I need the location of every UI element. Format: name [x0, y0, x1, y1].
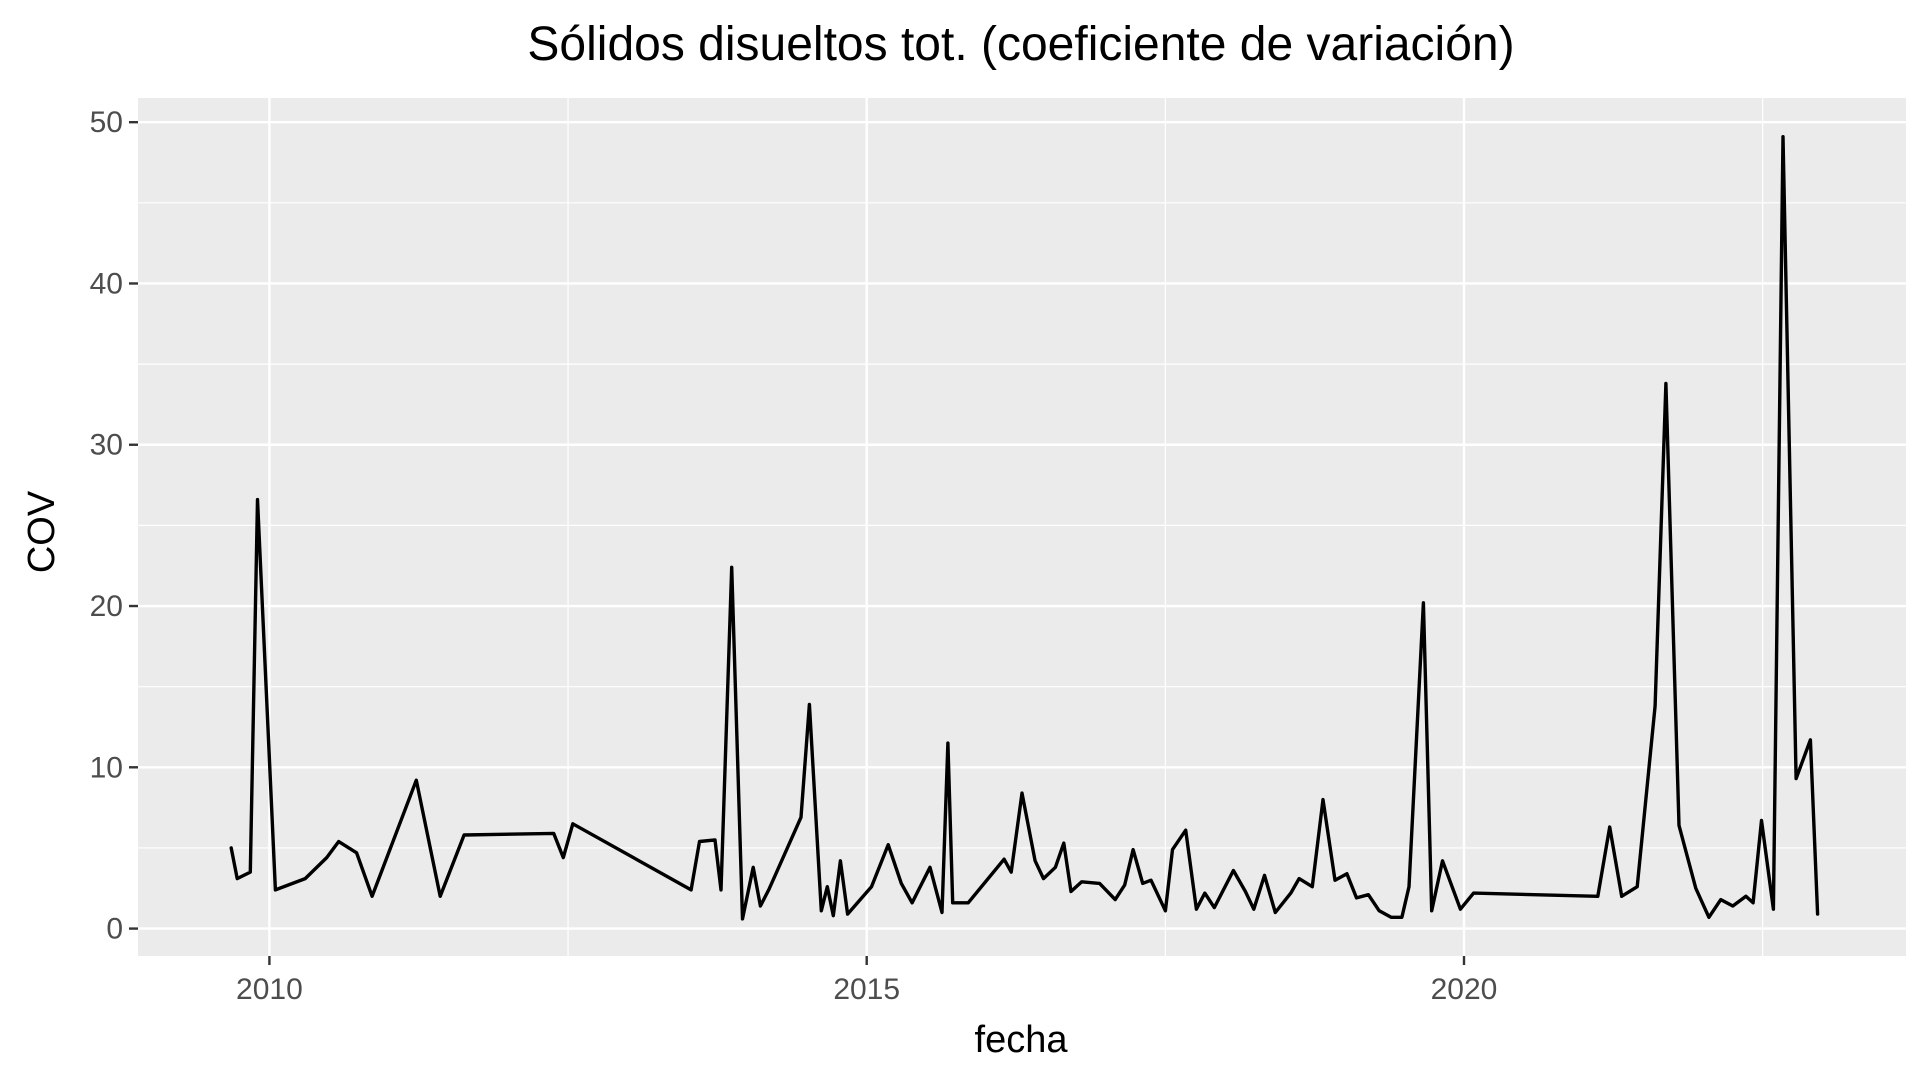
- chart-title: Sólidos disueltos tot. (coeficiente de v…: [527, 18, 1514, 71]
- axes: 2010 2015 2020 0 10 20 30 40 50: [90, 106, 1498, 1006]
- series-line-cov: [229, 134, 1820, 921]
- plot-panel: [138, 98, 1906, 956]
- y-axis-title: COV: [21, 490, 63, 573]
- grid: [138, 98, 1906, 956]
- y-tick-label: 0: [106, 913, 123, 946]
- x-tick-label: 2015: [833, 973, 900, 1006]
- y-tick-label: 30: [90, 429, 123, 462]
- series-layer: [229, 134, 1820, 921]
- y-tick-label: 50: [90, 106, 123, 139]
- x-tick-label: 2010: [236, 973, 303, 1006]
- x-tick-label: 2020: [1431, 973, 1498, 1006]
- y-tick-label: 10: [90, 751, 123, 784]
- y-tick-label: 20: [90, 590, 123, 623]
- y-tick-label: 40: [90, 267, 123, 300]
- x-axis-title: fecha: [975, 1019, 1069, 1061]
